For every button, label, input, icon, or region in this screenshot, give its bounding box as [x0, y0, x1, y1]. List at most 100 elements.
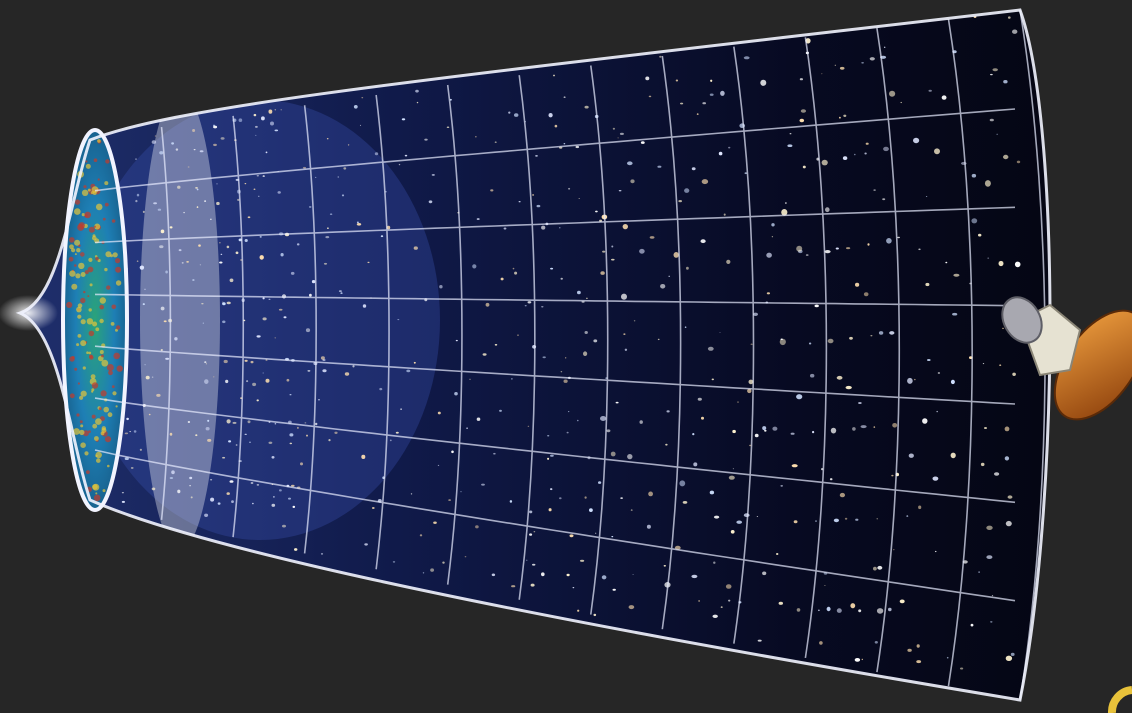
galaxy-dot [550, 267, 554, 270]
galaxy-dot [500, 277, 504, 281]
grid-ring [375, 94, 390, 570]
galaxy-dot [271, 456, 275, 459]
galaxy-dot [398, 163, 401, 166]
galaxy-dot [213, 125, 218, 129]
galaxy-dot [846, 247, 851, 250]
galaxy-dot [584, 496, 587, 499]
galaxy-dot [302, 166, 307, 169]
galaxy-dot [404, 154, 408, 157]
galaxy-dot [821, 468, 824, 471]
galaxy-dot [410, 493, 413, 495]
galaxy-dot [222, 456, 226, 459]
cmb-speckle [74, 264, 77, 267]
galaxy-dot [980, 462, 985, 467]
galaxy-dot [547, 435, 550, 437]
cmb-speckle [87, 188, 91, 192]
galaxy-dot [757, 639, 762, 642]
galaxy-dot [928, 89, 932, 92]
cmb-speckle [89, 283, 93, 287]
galaxy-dot [499, 409, 502, 412]
galaxy-dot [529, 510, 533, 514]
galaxy-dot [754, 433, 759, 438]
galaxy-dot [720, 606, 723, 608]
galaxy-dot [219, 242, 221, 244]
galaxy-dot [306, 434, 308, 437]
galaxy-dot [922, 418, 928, 424]
galaxy-dot [781, 209, 788, 216]
galaxy-dot [893, 549, 895, 551]
galaxy-dot [1016, 160, 1021, 164]
galaxy-dot [789, 133, 792, 135]
galaxy-dot [800, 109, 807, 113]
galaxy-dot [785, 202, 787, 204]
galaxy-dot [139, 265, 145, 270]
galaxy-dot [304, 422, 307, 424]
cmb-speckle [95, 451, 102, 459]
galaxy-dot [169, 226, 173, 229]
cmb-speckle [102, 217, 106, 221]
galaxy-dot [1005, 520, 1012, 527]
galaxy-dot [511, 378, 513, 380]
galaxy-dot [878, 331, 884, 335]
galaxy-dot [476, 417, 481, 421]
galaxy-dot [205, 427, 210, 431]
cmb-speckle [74, 253, 77, 256]
grid-ring [947, 18, 973, 687]
galaxy-dot [612, 588, 616, 591]
galaxy-dot [630, 509, 633, 511]
galaxy-dot [195, 434, 198, 437]
cmb-speckle [93, 158, 98, 162]
galaxy-dot [617, 137, 619, 139]
galaxy-dot [593, 613, 597, 617]
galaxy-dot [250, 360, 254, 364]
galaxy-dot [714, 515, 720, 519]
galaxy-dot [888, 607, 892, 612]
cmb-speckle [78, 262, 85, 270]
galaxy-dot [514, 113, 519, 117]
grid-ring [661, 55, 682, 630]
galaxy-dot [361, 97, 364, 99]
galaxy-dot [217, 502, 221, 505]
cmb-speckle [79, 395, 84, 400]
galaxy-dot [508, 111, 511, 114]
galaxy-dot [858, 609, 862, 613]
galaxy-dot [174, 337, 178, 341]
galaxy-dot [855, 282, 860, 287]
galaxy-dot [235, 251, 239, 255]
galaxy-dot [494, 141, 497, 143]
galaxy-dot [718, 151, 723, 156]
galaxy-dot [207, 419, 210, 422]
galaxy-dot [728, 146, 731, 149]
galaxy-dot [849, 336, 853, 340]
galaxy-dot [839, 492, 846, 498]
grid-longitude [94, 449, 1016, 602]
cmb-speckle [91, 388, 95, 392]
galaxy-dot [226, 419, 231, 424]
galaxy-dot [796, 608, 801, 612]
galaxy-dot [256, 175, 259, 177]
galaxy-dot [286, 378, 290, 382]
galaxy-dot [916, 660, 922, 664]
galaxy-dot [159, 151, 164, 155]
galaxy-dot [850, 603, 856, 609]
galaxy-dot [698, 600, 700, 602]
galaxy-dot [884, 46, 886, 48]
galaxy-dot [952, 312, 958, 316]
galaxy-dot [175, 148, 179, 151]
galaxy-dot [821, 73, 823, 75]
galaxy-dot [834, 64, 836, 66]
cmb-speckle [82, 366, 86, 370]
galaxy-dot [861, 62, 864, 64]
galaxy-dot [460, 491, 462, 493]
galaxy-dot [268, 298, 271, 300]
galaxy-dot [986, 525, 993, 530]
galaxy-dot [861, 658, 863, 661]
galaxy-dot [550, 454, 554, 457]
cmb-speckle [86, 470, 90, 474]
galaxy-dot [334, 431, 338, 434]
galaxy-dot [657, 165, 662, 168]
cmb-speckle [86, 351, 89, 355]
galaxy-dot [624, 348, 628, 351]
galaxy-dot [645, 76, 650, 81]
galaxy-dot [177, 489, 181, 494]
